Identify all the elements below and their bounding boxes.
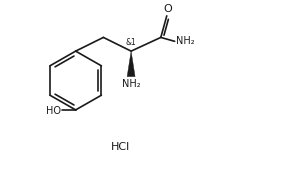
Text: NH₂: NH₂ xyxy=(176,36,194,46)
Polygon shape xyxy=(127,51,135,77)
Text: HCl: HCl xyxy=(110,142,130,152)
Text: &1: &1 xyxy=(125,38,136,47)
Text: O: O xyxy=(163,4,172,14)
Text: HO: HO xyxy=(46,106,61,116)
Text: NH₂: NH₂ xyxy=(122,79,140,89)
